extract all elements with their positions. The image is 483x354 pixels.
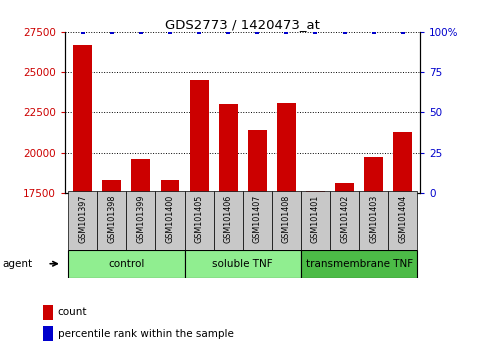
Point <box>108 29 115 35</box>
Text: percentile rank within the sample: percentile rank within the sample <box>58 329 234 339</box>
Text: GSM101408: GSM101408 <box>282 195 291 243</box>
Text: GSM101404: GSM101404 <box>398 195 407 243</box>
Bar <box>43 305 53 320</box>
Bar <box>388 191 417 250</box>
Bar <box>393 132 412 354</box>
Bar <box>73 45 92 354</box>
Bar <box>301 191 330 250</box>
Bar <box>364 158 383 354</box>
Bar <box>127 191 156 250</box>
Bar <box>301 250 417 278</box>
Text: GSM101406: GSM101406 <box>224 195 233 243</box>
Point <box>341 29 348 35</box>
Text: transmembrane TNF: transmembrane TNF <box>306 259 412 269</box>
Bar <box>131 159 150 354</box>
Point <box>79 29 86 35</box>
Text: GSM101403: GSM101403 <box>369 195 378 243</box>
Bar <box>156 191 185 250</box>
Text: GSM101405: GSM101405 <box>195 195 203 244</box>
Text: GSM101397: GSM101397 <box>78 195 87 244</box>
Bar <box>160 180 179 354</box>
Text: agent: agent <box>2 259 32 269</box>
Text: GSM101398: GSM101398 <box>107 195 116 244</box>
Bar <box>43 326 53 341</box>
Bar <box>102 180 121 354</box>
Bar <box>97 191 127 250</box>
Point <box>399 29 407 35</box>
Point <box>224 29 232 35</box>
Title: GDS2773 / 1420473_at: GDS2773 / 1420473_at <box>165 18 320 31</box>
Point <box>137 29 145 35</box>
Bar <box>68 191 97 250</box>
Bar <box>185 250 301 278</box>
Text: count: count <box>58 307 87 318</box>
Bar <box>219 104 238 354</box>
Text: GSM101401: GSM101401 <box>311 195 320 243</box>
Bar <box>359 191 388 250</box>
Text: GSM101407: GSM101407 <box>253 195 262 244</box>
Bar <box>272 191 301 250</box>
Text: GSM101400: GSM101400 <box>166 195 174 243</box>
Bar <box>243 191 272 250</box>
Point <box>166 29 174 35</box>
Text: control: control <box>108 259 144 269</box>
Text: soluble TNF: soluble TNF <box>213 259 273 269</box>
Point <box>283 29 290 35</box>
Point <box>254 29 261 35</box>
Point <box>312 29 319 35</box>
Bar <box>248 130 267 354</box>
Bar <box>330 191 359 250</box>
Bar <box>306 191 325 354</box>
Point <box>370 29 378 35</box>
Bar <box>277 103 296 354</box>
Bar <box>68 250 185 278</box>
Bar <box>213 191 243 250</box>
Text: GSM101399: GSM101399 <box>136 195 145 244</box>
Bar <box>185 191 213 250</box>
Bar <box>335 183 354 354</box>
Text: GSM101402: GSM101402 <box>340 195 349 244</box>
Point <box>195 29 203 35</box>
Bar <box>190 80 209 354</box>
